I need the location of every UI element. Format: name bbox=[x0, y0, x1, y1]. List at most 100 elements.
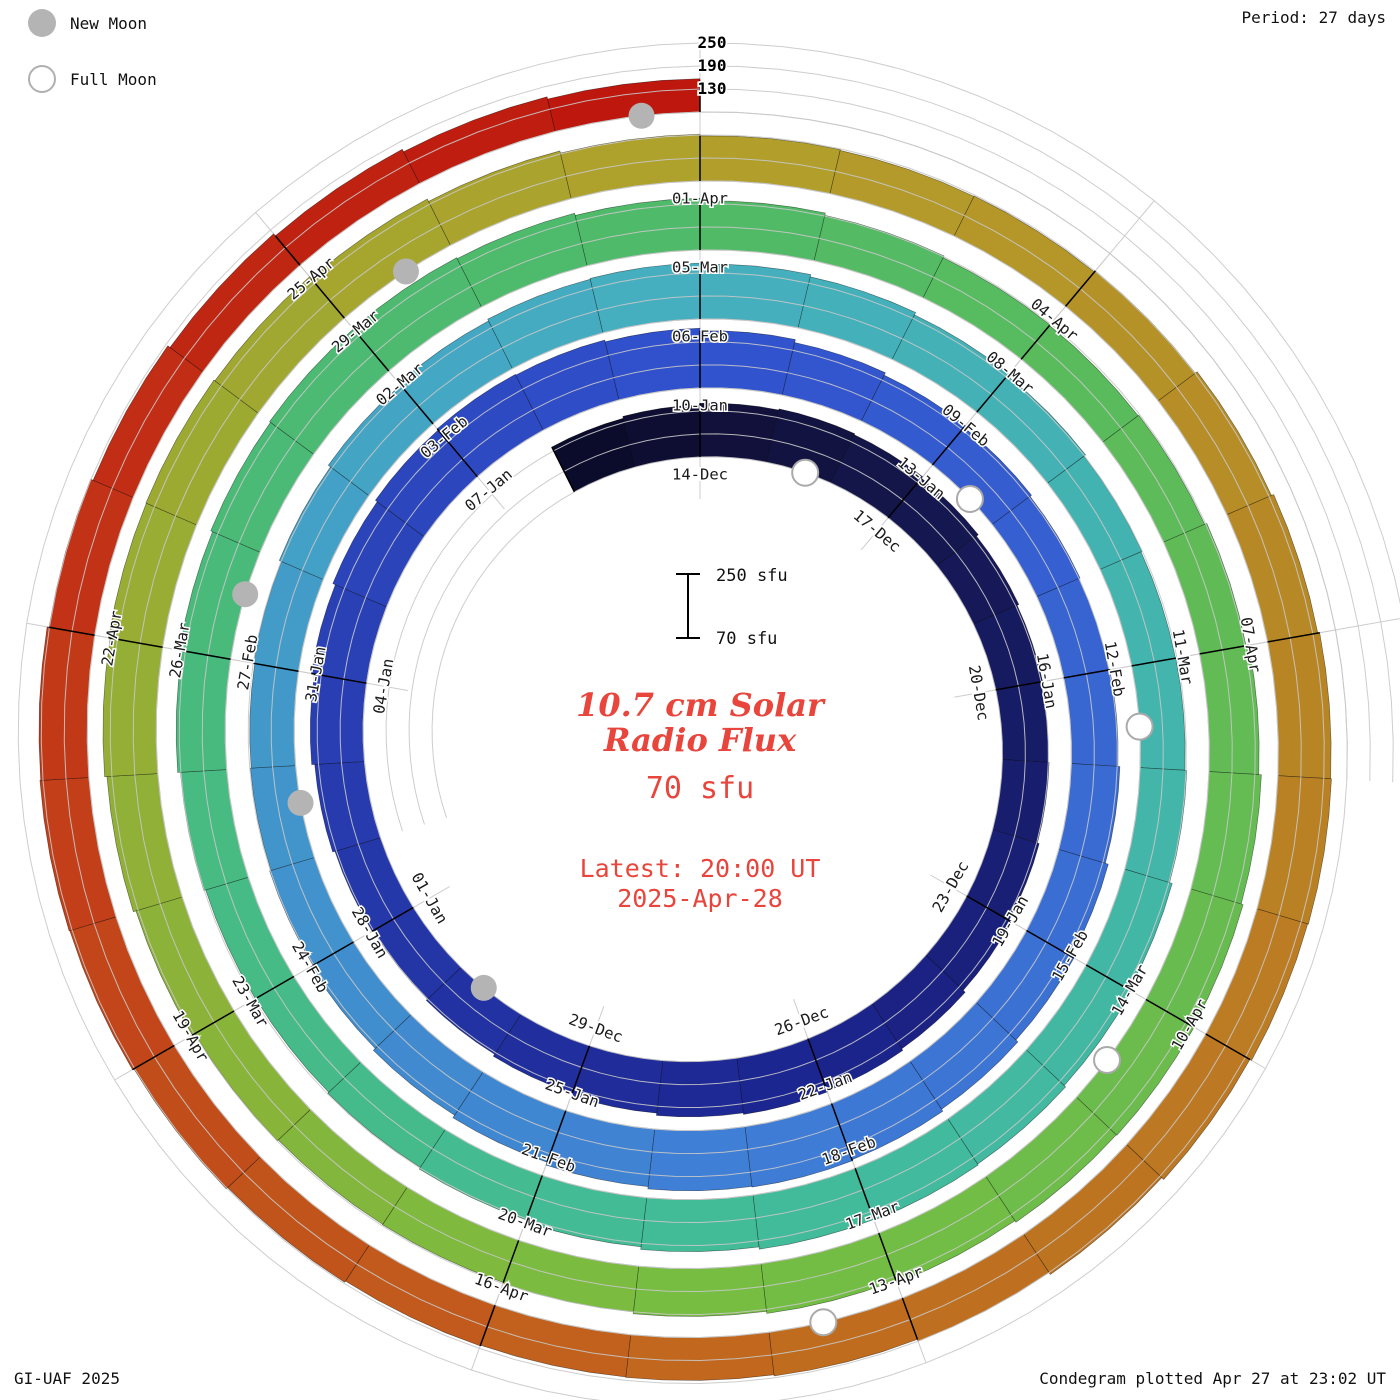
flux-segment bbox=[699, 200, 826, 262]
chart-layers: 14-Dec17-Dec20-Dec23-Dec26-Dec29-Dec01-J… bbox=[17, 31, 1400, 1400]
credit-label: GI-UAF 2025 bbox=[14, 1369, 120, 1388]
band-tick bbox=[887, 477, 922, 519]
band-tick bbox=[878, 1232, 897, 1281]
band-tick bbox=[931, 426, 965, 466]
flux-scale-bar: 250 sfu 70 sfu bbox=[676, 566, 788, 649]
band-tick bbox=[1063, 669, 1110, 679]
band-tick bbox=[551, 446, 576, 493]
moon-markers bbox=[232, 102, 1154, 1337]
band-tick bbox=[436, 428, 478, 478]
legend-full-moon: Full Moon bbox=[28, 64, 157, 94]
date-label: 05-Mar bbox=[672, 259, 728, 277]
flux-segment bbox=[551, 418, 636, 493]
date-label: 04-Jan bbox=[370, 657, 397, 715]
flux-segment bbox=[38, 626, 95, 781]
band-tick bbox=[253, 662, 299, 672]
latest-date-label: 2025-Apr-28 bbox=[617, 884, 783, 914]
flux-segment bbox=[250, 765, 315, 871]
radial-axis-label-250: 250 bbox=[698, 33, 727, 52]
full-moon-icon bbox=[28, 65, 56, 93]
band-tick bbox=[352, 328, 390, 372]
band-tick bbox=[854, 1168, 875, 1220]
band-tick bbox=[179, 649, 231, 660]
new-moon-label: New Moon bbox=[70, 13, 148, 33]
band-tick bbox=[48, 626, 95, 637]
moon-legend: New Moon Full Moon bbox=[28, 8, 157, 120]
grid-spiral-250sfu bbox=[17, 42, 1400, 1400]
band-tick bbox=[546, 1110, 567, 1163]
flux-segment bbox=[180, 769, 249, 891]
date-label: 20-Dec bbox=[965, 664, 992, 722]
band-tick bbox=[311, 672, 367, 684]
band-tick bbox=[1085, 964, 1132, 992]
chart-title-line1: 10.7 cm Solar bbox=[576, 686, 824, 724]
band-tick bbox=[108, 636, 163, 648]
latest-flux-value: 70 sfu bbox=[645, 771, 755, 807]
full-moon-marker bbox=[1093, 1046, 1122, 1075]
band-tick bbox=[191, 1010, 235, 1036]
center-text: 10.7 cm Solar Radio Flux 70 sfu Latest: … bbox=[440, 688, 960, 914]
new-moon-marker bbox=[470, 974, 497, 1001]
band-ticks bbox=[48, 80, 1320, 1347]
new-moon-icon bbox=[28, 9, 56, 37]
flux-segment bbox=[625, 1331, 775, 1381]
band-tick bbox=[807, 1038, 829, 1093]
date-label: 14-Dec bbox=[672, 466, 728, 484]
band-tick bbox=[312, 941, 354, 967]
band-tick bbox=[901, 1297, 919, 1340]
date-label: 06-Feb bbox=[672, 328, 728, 346]
period-label: Period: 27 days bbox=[1241, 8, 1387, 27]
band-tick bbox=[1145, 998, 1195, 1028]
band-tick bbox=[1267, 631, 1320, 643]
band-tick bbox=[502, 1240, 520, 1283]
flux-segment bbox=[647, 1126, 753, 1191]
flux-segment bbox=[39, 777, 117, 932]
date-label: 10-Jan bbox=[672, 397, 728, 415]
plotted-label: Condegram plotted Apr 27 at 23:02 UT bbox=[1039, 1369, 1386, 1388]
band-tick bbox=[976, 375, 1008, 413]
full-moon-marker bbox=[809, 1308, 838, 1337]
band-tick bbox=[1020, 324, 1051, 360]
full-moon-marker bbox=[955, 484, 984, 513]
flux-segment bbox=[547, 78, 701, 132]
band-tick bbox=[571, 1045, 591, 1094]
band-tick bbox=[274, 235, 301, 266]
new-moon-marker bbox=[232, 581, 259, 608]
full-moon-marker bbox=[791, 458, 820, 487]
new-moon-marker bbox=[628, 102, 655, 129]
new-moon-marker bbox=[392, 258, 419, 285]
band-tick bbox=[398, 382, 434, 425]
band-tick bbox=[310, 278, 345, 319]
chart-title-line2: Radio Flux bbox=[603, 720, 797, 759]
band-tick bbox=[254, 975, 295, 1000]
band-tick bbox=[371, 906, 414, 932]
band-tick bbox=[132, 1044, 175, 1071]
legend-new-moon: New Moon bbox=[28, 8, 157, 38]
band-tick bbox=[995, 681, 1042, 691]
flux-segment bbox=[480, 1304, 631, 1378]
date-label: 01-Apr bbox=[672, 190, 728, 208]
latest-time-label: Latest: 20:00 UT bbox=[579, 854, 821, 884]
flux-segment bbox=[1190, 771, 1262, 905]
band-tick bbox=[1205, 1033, 1251, 1061]
flux-segment bbox=[1256, 775, 1332, 925]
radial-axis-label-190: 190 bbox=[698, 56, 727, 75]
band-tick bbox=[830, 1103, 854, 1161]
scale-min-label: 70 sfu bbox=[716, 629, 777, 649]
band-tick bbox=[966, 895, 1012, 923]
band-tick bbox=[1026, 929, 1075, 959]
band-tick bbox=[1199, 644, 1249, 655]
band-tick bbox=[1064, 270, 1096, 307]
full-moon-marker bbox=[1125, 712, 1154, 741]
band-tick bbox=[525, 1175, 543, 1221]
band-tick bbox=[479, 1304, 496, 1347]
radial-axis-label-130: 130 bbox=[698, 79, 727, 98]
new-moon-marker bbox=[287, 789, 314, 816]
radial-axis-labels: 250 190 130 bbox=[696, 31, 728, 100]
full-moon-label: Full Moon bbox=[70, 69, 157, 89]
scale-max-label: 250 sfu bbox=[716, 566, 788, 586]
flux-segment bbox=[992, 759, 1050, 844]
band-tick bbox=[1131, 657, 1176, 667]
